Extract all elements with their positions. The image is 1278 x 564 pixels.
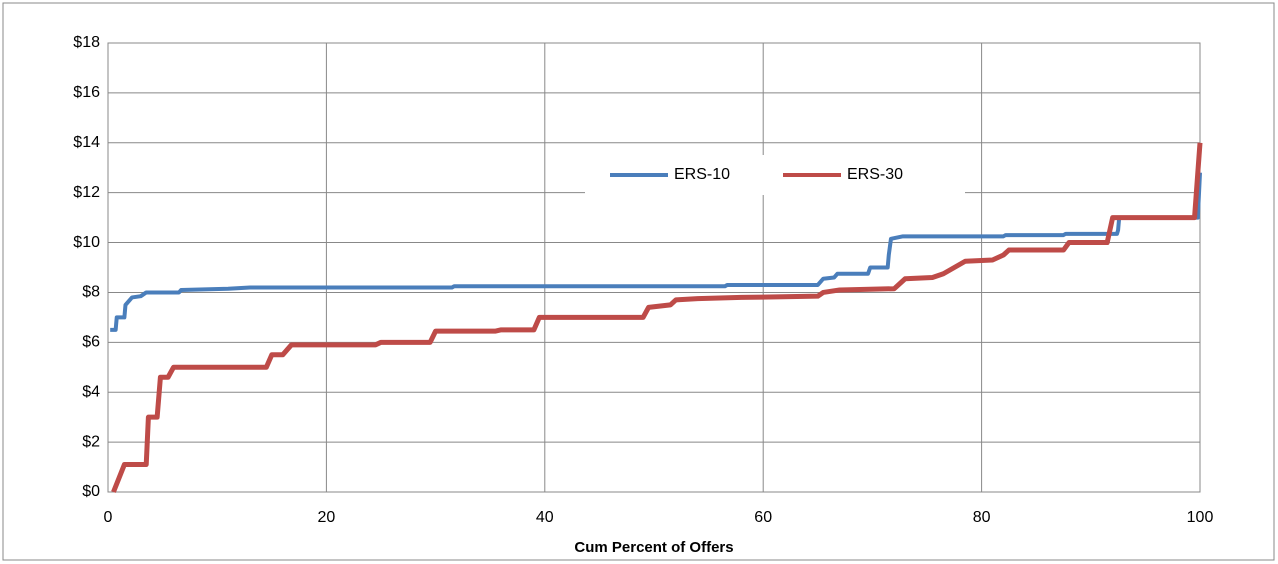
x-axis-label: Cum Percent of Offers <box>574 539 733 556</box>
y-tick-label: $16 <box>73 84 100 101</box>
y-tick-label: $2 <box>82 433 100 450</box>
y-tick-label: $6 <box>82 334 100 351</box>
y-tick-label: $10 <box>73 234 100 251</box>
y-tick-label: $12 <box>73 184 100 201</box>
x-tick-label: 80 <box>973 509 991 526</box>
x-tick-label: 20 <box>318 509 336 526</box>
x-tick-label: 0 <box>104 509 113 526</box>
x-tick-label: 60 <box>754 509 772 526</box>
legend-label: ERS-30 <box>847 166 903 183</box>
y-tick-label: $8 <box>82 284 100 301</box>
y-tick-label: $14 <box>73 134 100 151</box>
series-line <box>110 172 1202 332</box>
x-tick-label: 100 <box>1187 509 1214 526</box>
series-line <box>111 142 1203 493</box>
y-tick-label: $0 <box>82 483 100 500</box>
x-tick-label: 40 <box>536 509 554 526</box>
y-tick-label: $18 <box>73 34 100 51</box>
legend-label: ERS-10 <box>674 166 730 183</box>
plot-border <box>107 42 1201 493</box>
y-tick-label: $4 <box>82 383 100 400</box>
